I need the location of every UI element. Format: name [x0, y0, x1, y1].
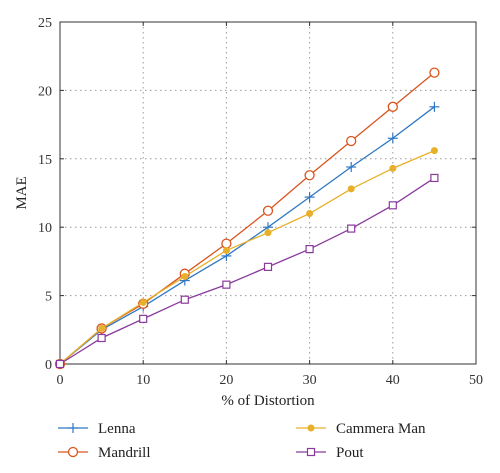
data-point-mandrill: [304, 170, 315, 181]
data-point-lenna: [346, 162, 357, 173]
legend-label: Cammera Man: [336, 421, 426, 437]
y-tick-label: 25: [38, 16, 52, 31]
series-line-cammera-man: [59, 149, 435, 365]
series-group: [54, 67, 440, 370]
x-tick-label: 30: [303, 373, 317, 388]
data-point-pout: [180, 295, 189, 304]
data-point-pout: [97, 333, 106, 343]
y-tick-label: 20: [38, 84, 52, 99]
legend-marker: [307, 424, 315, 432]
data-point-pout: [388, 201, 397, 210]
data-point-mandrill: [429, 67, 440, 78]
legend-marker: [67, 446, 79, 458]
series-line-lenna: [59, 106, 435, 365]
legend-label: Pout: [336, 445, 364, 461]
data-point-cammera-man: [430, 147, 438, 155]
data-point-cammera-man: [181, 272, 189, 280]
data-point-pout: [222, 280, 231, 289]
legend-item-mandrill: Mandrill: [58, 445, 151, 461]
x-tick-label: 10: [136, 373, 150, 388]
data-point-lenna: [429, 101, 440, 112]
legend-item-cammera-man: Cammera Man: [296, 421, 426, 437]
data-point-lenna: [304, 192, 315, 203]
data-point-cammera-man: [306, 210, 314, 218]
x-tick-label: 40: [386, 373, 400, 388]
series-cammera-man: [56, 147, 438, 368]
series-line-pout: [59, 177, 435, 365]
legend: Lenna Mandrill Cammera Man Pout: [58, 421, 426, 461]
series-lenna: [55, 101, 440, 369]
series-pout: [55, 173, 439, 369]
data-point-mandrill: [262, 205, 274, 216]
data-point-pout: [430, 173, 439, 183]
y-axis-title: MAE: [14, 176, 30, 209]
plot-frame: [59, 21, 477, 365]
legend-label: Mandrill: [98, 445, 151, 461]
y-tick-label: 15: [38, 153, 52, 168]
data-point-mandrill: [346, 135, 357, 147]
y-tick-label: 10: [38, 221, 52, 236]
y-tick-label: 0: [45, 358, 52, 373]
data-point-cammera-man: [139, 298, 147, 306]
data-point-pout: [55, 359, 65, 369]
axis-ticks: 0 10 20 30 40 50 0 5 10 15 20 25: [38, 16, 483, 388]
legend-item-lenna: Lenna: [58, 421, 136, 437]
data-point-pout: [347, 224, 356, 233]
data-point-lenna: [387, 133, 398, 144]
legend-item-pout: Pout: [296, 445, 364, 461]
legend-marker: [68, 423, 78, 433]
data-point-pout: [139, 314, 148, 323]
data-point-cammera-man: [264, 229, 272, 237]
data-point-pout: [263, 262, 273, 271]
data-point-mandrill: [221, 238, 232, 249]
data-point-mandrill: [387, 101, 398, 112]
series-line-mandrill: [59, 72, 435, 365]
data-point-cammera-man: [222, 246, 230, 254]
y-tick-label: 5: [45, 290, 52, 305]
data-point-cammera-man: [347, 185, 355, 193]
x-tick-label: 0: [57, 373, 64, 388]
data-point-cammera-man: [389, 164, 397, 172]
x-tick-label: 50: [469, 373, 483, 388]
x-axis-title: % of Distortion: [221, 393, 315, 409]
x-tick-label: 20: [219, 373, 233, 388]
data-point-cammera-man: [98, 324, 106, 332]
grid: [60, 22, 476, 364]
legend-label: Lenna: [98, 421, 136, 437]
data-point-pout: [305, 244, 314, 254]
legend-marker: [306, 447, 316, 457]
